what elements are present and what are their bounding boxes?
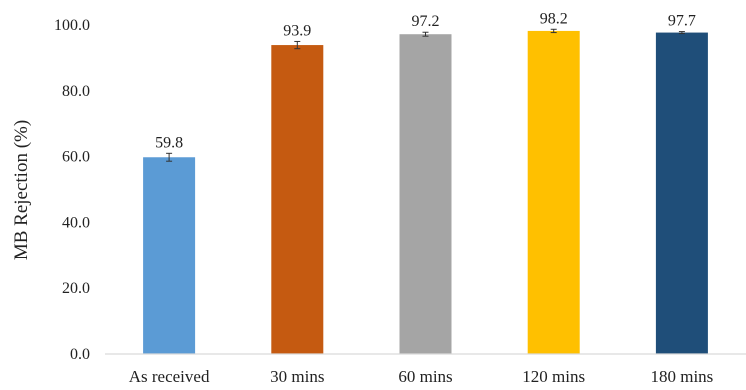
y-axis: 0.0 20.0 40.0 60.0 80.0 100.0 bbox=[54, 17, 90, 363]
x-tick-label: 180 mins bbox=[650, 367, 713, 386]
y-tick-label: 20.0 bbox=[62, 280, 90, 297]
y-tick-label: 40.0 bbox=[62, 214, 90, 231]
y-tick-label: 80.0 bbox=[62, 83, 90, 100]
error-bars-group bbox=[166, 28, 685, 162]
y-tick-label: 0.0 bbox=[70, 346, 90, 363]
x-tick-label: 120 mins bbox=[522, 367, 585, 386]
bar bbox=[271, 45, 324, 354]
bar bbox=[527, 30, 580, 355]
error-bar bbox=[678, 31, 685, 35]
y-tick-label: 100.0 bbox=[54, 17, 90, 34]
bar bbox=[655, 32, 708, 354]
y-tick-label: 60.0 bbox=[62, 149, 90, 166]
error-bar bbox=[166, 152, 173, 162]
x-axis: As received 30 mins 60 mins 120 mins 180 min… bbox=[129, 367, 714, 386]
error-bar bbox=[422, 31, 429, 37]
x-tick-label: As received bbox=[129, 367, 210, 386]
x-tick-label: 60 mins bbox=[398, 367, 452, 386]
data-label: 97.7 bbox=[668, 13, 696, 30]
bars-group bbox=[143, 30, 708, 355]
error-bar bbox=[550, 28, 557, 34]
bar bbox=[143, 157, 196, 354]
bar bbox=[399, 34, 452, 354]
data-label: 97.2 bbox=[412, 13, 440, 30]
data-label: 59.8 bbox=[155, 134, 183, 151]
data-label: 93.9 bbox=[283, 22, 311, 39]
data-label: 98.2 bbox=[540, 10, 568, 27]
value-labels-group: 59.8 93.9 97.2 98.2 97.7 bbox=[155, 10, 696, 151]
error-bar bbox=[294, 40, 301, 50]
y-axis-title: MB Rejection (%) bbox=[11, 120, 32, 260]
x-tick-label: 30 mins bbox=[270, 367, 324, 386]
